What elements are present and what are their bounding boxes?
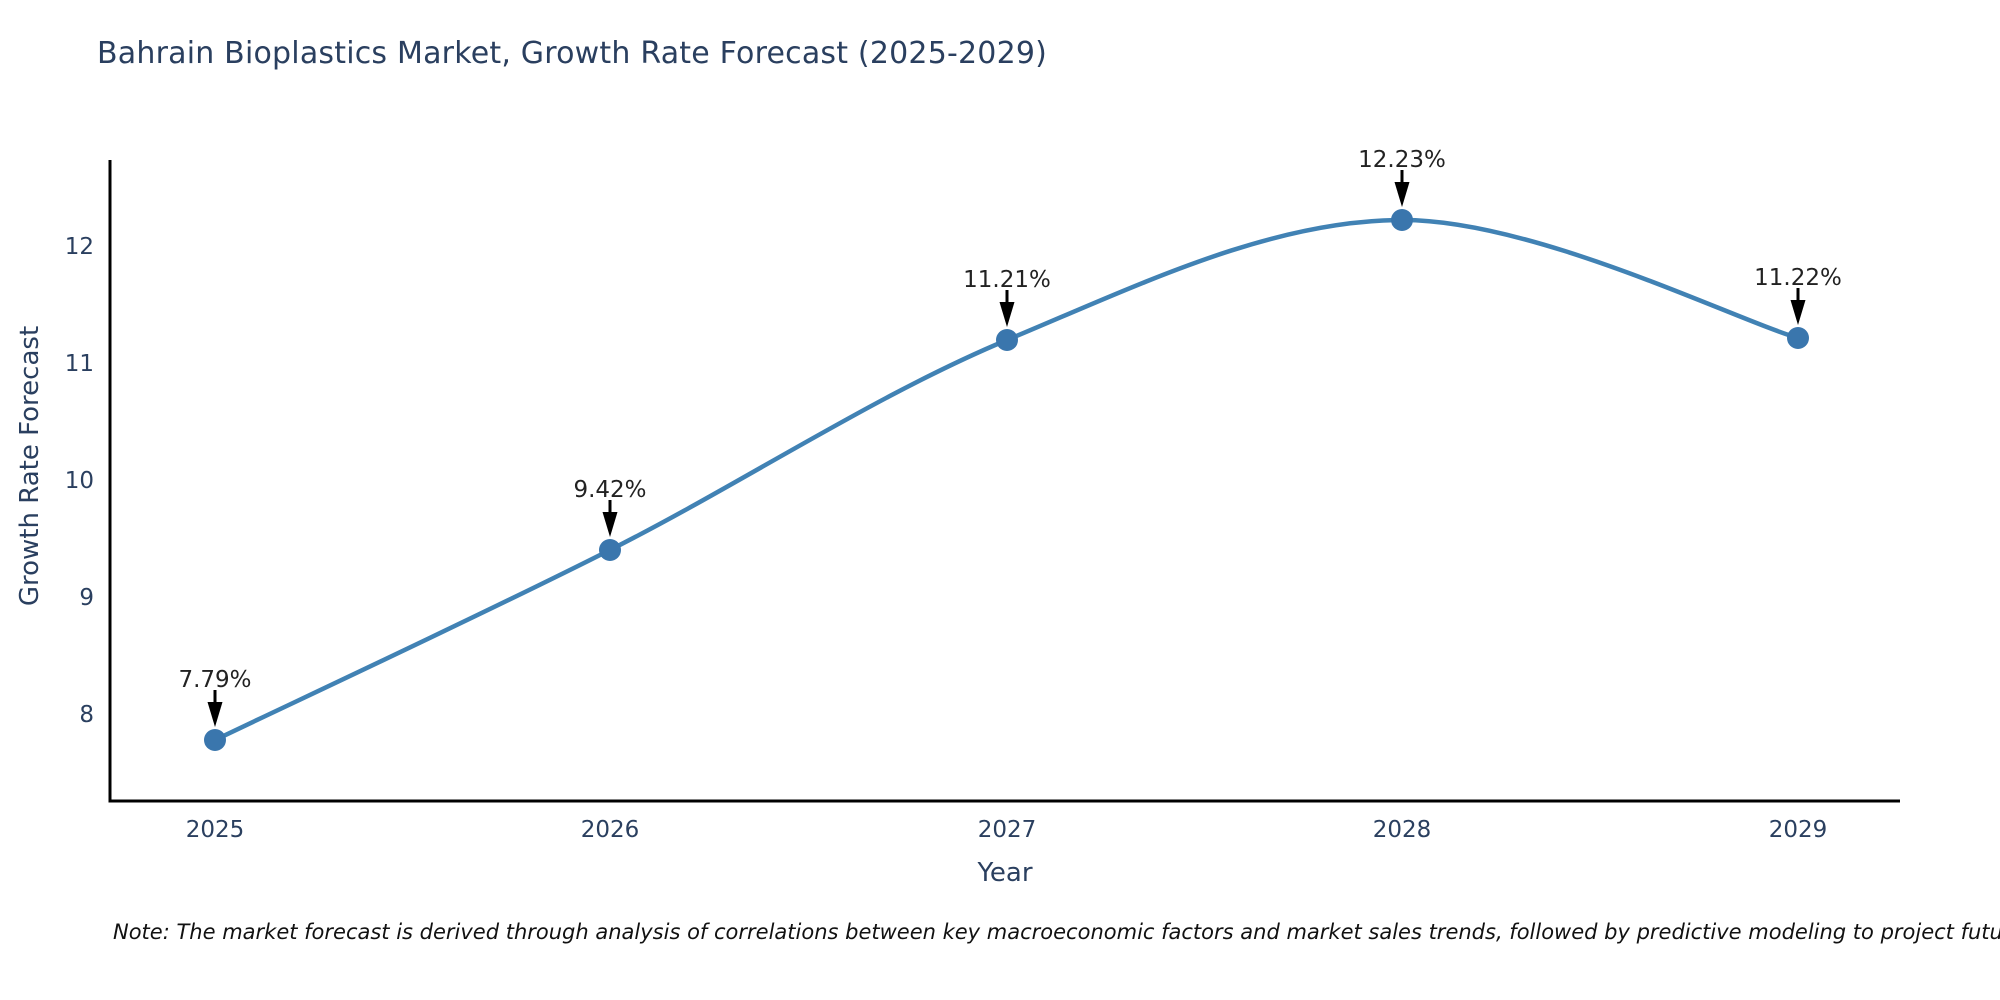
annotation-arrow-2026 — [602, 500, 618, 537]
chart-title: Bahrain Bioplastics Market, Growth Rate … — [97, 36, 1048, 71]
x-tick-label-2029: 2029 — [1768, 817, 1828, 843]
annotation-arrow-2027 — [999, 290, 1015, 327]
x-tick-label-2025: 2025 — [185, 817, 245, 843]
y-tick-label-9: 9 — [79, 585, 94, 611]
data-point-2029 — [1787, 327, 1809, 349]
data-point-2026 — [599, 539, 621, 561]
y-tick-label-12: 12 — [64, 234, 94, 260]
data-point-2028 — [1391, 209, 1413, 231]
y-tick-label-11: 11 — [64, 351, 94, 377]
y-tick-label-10: 10 — [64, 468, 94, 494]
annotation-arrow-2029 — [1790, 288, 1806, 325]
data-point-2027 — [996, 329, 1018, 351]
annotation-label-2027: 11.21% — [963, 267, 1051, 293]
x-tick-label-2026: 2026 — [580, 817, 640, 843]
annotation-label-2026: 9.42% — [573, 477, 647, 503]
y-axis-title: Growth Rate Forecast — [15, 325, 45, 607]
annotation-label-2025: 7.79% — [178, 667, 252, 693]
data-point-2025 — [204, 729, 226, 751]
x-tick-label-2027: 2027 — [977, 817, 1037, 843]
annotation-arrow-2028 — [1394, 170, 1410, 207]
annotation-label-2028: 12.23% — [1358, 147, 1446, 173]
footnote: Note: The market forecast is derived thr… — [113, 920, 2000, 944]
annotation-arrow-2025 — [207, 690, 223, 727]
y-tick-label-8: 8 — [79, 702, 94, 728]
annotation-label-2029: 11.22% — [1754, 265, 1842, 291]
x-axis-title: Year — [977, 858, 1033, 888]
x-tick-label-2028: 2028 — [1372, 817, 1432, 843]
